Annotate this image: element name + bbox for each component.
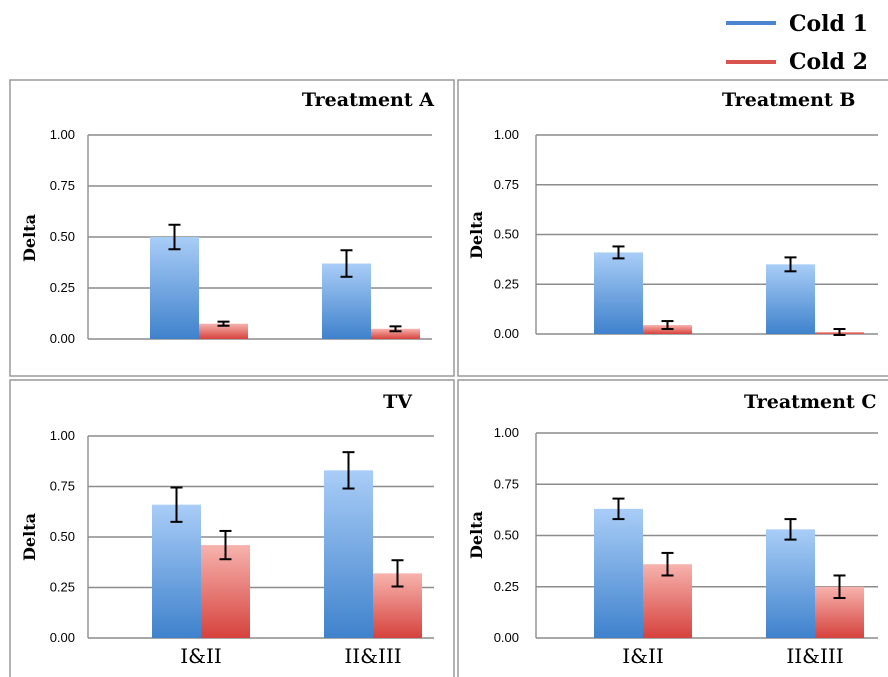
y-tick-label: 0.50 [50, 529, 75, 544]
y-tick-label: 0.00 [50, 630, 75, 645]
y-tick-label: 0.00 [50, 331, 75, 346]
legend: Cold 1 Cold 2 [726, 11, 868, 75]
y-tick-label: 0.75 [494, 476, 519, 491]
y-tick-label: 0.50 [50, 229, 75, 244]
error-bar [833, 328, 846, 336]
y-tick-label: 0.75 [50, 178, 75, 193]
chart-treatment-a: Treatment A Delta 1.00 0.75 0.50 0.25 0.00 [20, 89, 434, 346]
error-bar [340, 249, 353, 278]
error-bar [217, 320, 230, 327]
y-tick-label: 0.00 [494, 326, 519, 341]
y-tick-label: 0.25 [50, 280, 75, 295]
legend-label-cold1: Cold 1 [789, 11, 868, 37]
legend-label-cold2: Cold 2 [789, 49, 868, 75]
error-bar [389, 325, 402, 333]
y-tick-label: 0.75 [494, 177, 519, 192]
bar-cold-1-1 [324, 470, 373, 638]
error-bar [784, 256, 797, 273]
bar-cold-2-0 [199, 323, 248, 339]
y-tick-label: 1.00 [50, 428, 75, 443]
chart-treatment-c: Treatment C Delta 1.00 0.75 0.50 0.25 0.00 I&… [467, 391, 878, 668]
error-bar [784, 518, 797, 541]
bar-cold-1-0 [152, 504, 201, 638]
y-tick-label: 0.25 [494, 579, 519, 594]
y-tick-label: 1.00 [50, 127, 75, 142]
panel-frame-treatment-b [457, 79, 888, 377]
panel-frame-treatment-c [457, 379, 888, 677]
bar-cold-1-0 [150, 237, 199, 339]
chart-title: Treatment B [722, 89, 855, 111]
y-axis-label: Delta [467, 511, 486, 559]
error-bar [612, 497, 625, 521]
y-tick-label: 0.75 [50, 479, 75, 494]
y-tick-label: 0.50 [494, 528, 519, 543]
error-bar [219, 529, 232, 561]
error-bar [342, 451, 355, 490]
error-bar [391, 559, 404, 588]
error-bar [612, 245, 625, 260]
y-tick-label: 0.25 [50, 580, 75, 595]
bar-cold-1-0 [594, 508, 643, 638]
bar-cold-2-0 [643, 564, 692, 638]
bar-cold-1-1 [766, 264, 815, 334]
error-bar [170, 486, 183, 523]
chart-tv: TV Delta 1.00 0.75 0.50 0.25 0.00 I&II II&III [20, 391, 434, 668]
chart-treatment-b: Treatment B Delta 1.00 0.75 0.50 0.25 0.00 [467, 89, 878, 341]
error-bar [168, 223, 181, 251]
y-tick-label: 0.25 [494, 276, 519, 291]
y-axis-label: Delta [467, 211, 486, 259]
error-bar [661, 551, 674, 577]
error-bar [661, 320, 674, 331]
y-axis-label: Delta [20, 214, 39, 262]
chart-title: Treatment C [744, 391, 876, 413]
y-tick-label: 0.50 [494, 227, 519, 242]
y-tick-label: 1.00 [494, 127, 519, 142]
bar-cold-1-1 [766, 529, 815, 638]
y-axis-label: Delta [20, 513, 39, 561]
x-category-label: I&II [180, 644, 222, 668]
bar-cold-2-0 [201, 545, 250, 638]
chart-title: TV [383, 391, 413, 413]
bar-cold-1-0 [594, 252, 643, 334]
y-tick-label: 0.00 [494, 630, 519, 645]
error-bar [833, 574, 846, 600]
x-category-label: II&III [786, 644, 843, 668]
panel-frame-tv [9, 379, 455, 677]
x-category-label: II&III [344, 644, 401, 668]
chart-title: Treatment A [302, 89, 434, 111]
y-tick-label: 1.00 [494, 425, 519, 440]
bar-cold-2-1 [371, 328, 420, 339]
panel-frame-treatment-a [9, 79, 455, 377]
x-category-label: I&II [622, 644, 664, 668]
